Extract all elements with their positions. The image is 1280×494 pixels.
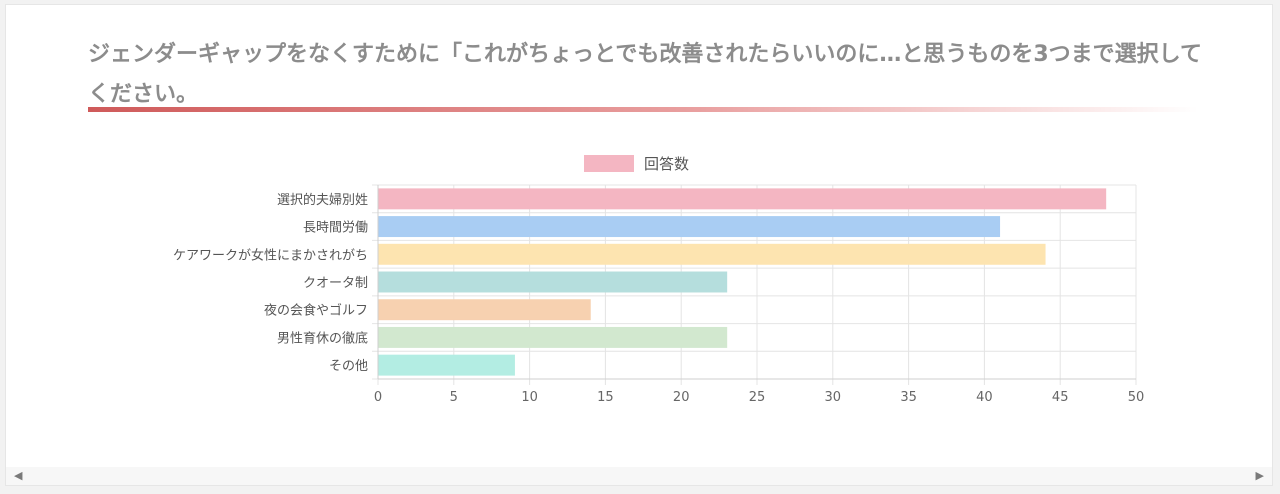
y-tick-label: クオータ制 — [303, 276, 368, 291]
x-tick-label: 20 — [673, 390, 690, 405]
x-tick-label: 15 — [597, 390, 614, 405]
x-tick-label: 30 — [825, 390, 842, 405]
page-title: ジェンダーギャップをなくすために「これがちょっとでも改善されたらいいのに…と思う… — [88, 42, 1202, 107]
chevron-right-icon[interactable]: ▶ — [1255, 469, 1264, 482]
x-tick-label: 40 — [976, 390, 993, 405]
bar-2 — [378, 216, 1001, 238]
y-tick-label: 男性育休の徹底 — [277, 330, 368, 346]
x-tick-label: 0 — [374, 390, 382, 405]
legend-label: 回答数 — [644, 155, 689, 173]
y-tick-label: その他 — [329, 359, 368, 374]
bar-4 — [378, 271, 728, 293]
x-tick-label: 50 — [1128, 390, 1145, 405]
horizontal-scrollbar[interactable]: ◀ ▶ — [6, 467, 1272, 485]
bar-3 — [378, 243, 1046, 265]
bar-6 — [378, 326, 728, 348]
bar-chart: 0 5 10 15 20 25 30 35 40 45 50 選択的夫婦別姓長時間労働ケアワークが女性… — [173, 155, 1145, 405]
bar-1 — [378, 188, 1107, 210]
x-tick-label: 35 — [900, 390, 917, 405]
chevron-left-icon[interactable]: ◀ — [14, 469, 23, 482]
x-tick-label: 25 — [749, 390, 766, 405]
bar-7 — [378, 354, 515, 376]
y-tick-label: 長時間労働 — [303, 221, 368, 236]
x-tick-label: 10 — [521, 390, 538, 405]
bar-5 — [378, 299, 591, 321]
y-tick-label: 夜の会食やゴルフ — [264, 303, 368, 319]
legend-swatch — [584, 155, 634, 172]
title-underline — [88, 107, 1198, 112]
y-tick-label: 選択的夫婦別姓 — [277, 192, 368, 208]
x-tick-label: 5 — [450, 390, 458, 405]
chart-card: ジェンダーギャップをなくすために「これがちょっとでも改善されたらいいのに…と思う… — [5, 4, 1273, 486]
y-tick-label: ケアワークが女性にまかされがち — [173, 247, 368, 263]
x-tick-label: 45 — [1052, 390, 1069, 405]
